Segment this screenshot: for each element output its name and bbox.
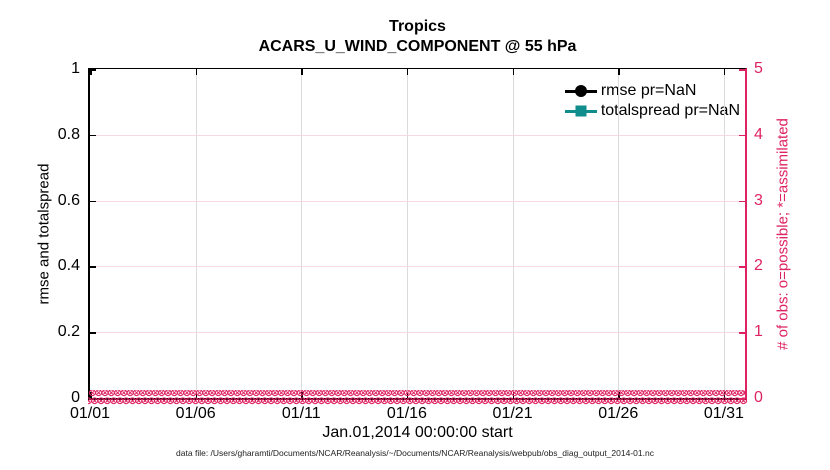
x-tick-top: [90, 69, 92, 75]
y-gridline: [90, 266, 745, 268]
x-tick-bottom: [301, 392, 303, 398]
x-tick-top: [301, 69, 303, 75]
rmse-circle-marker-icon: [574, 85, 587, 97]
y-tick-right: [739, 332, 745, 334]
y-tick-label-left: 0: [71, 389, 80, 406]
x-tick-bottom: [90, 392, 92, 398]
x-tick-label: 01/16: [386, 405, 427, 422]
x-tick-label: 01/11: [281, 405, 321, 422]
x-tick-label: 01/31: [703, 405, 744, 422]
legend-item-totalspread: totalspread pr=NaN: [564, 102, 740, 120]
x-tick-top: [512, 69, 515, 75]
x-tick-top: [406, 69, 409, 75]
x-gridline: [301, 69, 303, 398]
y-gridline: [90, 134, 745, 136]
x-tick-bottom: [512, 392, 515, 398]
legend-item-rmse: rmse pr=NaN: [564, 82, 740, 100]
legend-sample-rmse: [564, 82, 597, 100]
y-tick-label-left: 0.4: [57, 257, 80, 275]
y-tick-label-right: 5: [754, 60, 763, 77]
y-tick-label-left: 1: [71, 60, 80, 77]
x-tick-label: 01/06: [175, 405, 216, 422]
y-axis-label-left: rmse and totalspread: [35, 163, 53, 305]
x-tick-bottom: [406, 392, 409, 398]
y-tick-label-right: 2: [754, 257, 763, 275]
plot-area: rmse pr=NaN totalspread pr=NaN ⊗⊗⊗⊗⊗⊗⊗⊗⊗…: [58, 60, 763, 422]
y-tick-left: [90, 134, 96, 137]
x-tick-bottom: [723, 392, 726, 398]
x-axis-label: Jan.01,2014 00:00:00 start: [322, 424, 513, 441]
y-tick-label-left: 0.6: [57, 191, 80, 209]
y-tick-right: [739, 69, 745, 71]
y-tick-right: [739, 266, 745, 268]
data-file-caption: data file: /Users/gharamti/Documents/NCA…: [176, 448, 654, 458]
x-tick-label: 01/21: [492, 405, 533, 422]
x-tick-top: [618, 69, 620, 75]
y-tick-left: [90, 332, 96, 334]
y-gridline: [90, 200, 745, 202]
y-gridline: [90, 332, 745, 334]
legend-label-totalspread: totalspread pr=NaN: [600, 102, 740, 119]
obs-assimilated-markers: ⊗⊗⊗⊗⊗⊗⊗⊗⊗⊗⊗⊗⊗⊗⊗⊗⊗⊗⊗⊗⊗⊗⊗⊗⊗⊗⊗⊗⊗⊗⊗⊗⊗⊗⊗⊗⊗⊗⊗⊗…: [88, 394, 747, 407]
x-tick-label: 01/01: [69, 405, 111, 422]
x-gridline: [618, 69, 620, 398]
y-tick-label-right: 3: [754, 191, 763, 209]
y-tick-label-right: 1: [754, 323, 763, 341]
x-tick-label: 01/26: [598, 405, 639, 422]
x-gridline: [723, 69, 725, 398]
x-gridline: [406, 69, 408, 398]
x-tick-bottom: [195, 392, 198, 398]
x-gridline: [195, 69, 197, 398]
x-gridline: [512, 69, 514, 398]
obs-possible-markers: ⊗⊗⊗⊗⊗⊗⊗⊗⊗⊗⊗⊗⊗⊗⊗⊗⊗⊗⊗⊗⊗⊗⊗⊗⊗⊗⊗⊗⊗⊗⊗⊗⊗⊗⊗⊗⊗⊗⊗⊗…: [88, 390, 747, 399]
x-tick-top: [195, 69, 198, 75]
y-tick-right: [739, 200, 745, 203]
x-tick-top: [723, 69, 726, 75]
obs-count-marker-band: ⊗⊗⊗⊗⊗⊗⊗⊗⊗⊗⊗⊗⊗⊗⊗⊗⊗⊗⊗⊗⊗⊗⊗⊗⊗⊗⊗⊗⊗⊗⊗⊗⊗⊗⊗⊗⊗⊗⊗⊗…: [88, 390, 747, 407]
y-tick-left: [90, 398, 96, 400]
y-tick-left: [90, 266, 96, 268]
chart-subtitle: ACARS_U_WIND_COMPONENT @ 55 hPa: [258, 38, 577, 55]
y-tick-label-right: 0: [754, 389, 763, 406]
y-tick-left: [90, 69, 96, 71]
y-tick-right: [739, 134, 745, 137]
legend-label-rmse: rmse pr=NaN: [600, 82, 697, 99]
y-tick-right: [739, 398, 745, 400]
y-axis-label-right: # of obs: o=possible; *=assimilated: [774, 118, 792, 350]
y-tick-label-right: 4: [754, 125, 763, 143]
chart-title: Tropics: [389, 18, 446, 35]
totalspread-square-marker-icon: [575, 105, 587, 117]
y-tick-label-left: 0.8: [57, 125, 80, 143]
x-tick-bottom: [618, 392, 620, 398]
legend-sample-totalspread: [564, 102, 597, 120]
y-tick-label-left: 0.2: [57, 323, 80, 341]
legend: rmse pr=NaN totalspread pr=NaN: [564, 82, 740, 120]
y-tick-left: [90, 200, 96, 203]
